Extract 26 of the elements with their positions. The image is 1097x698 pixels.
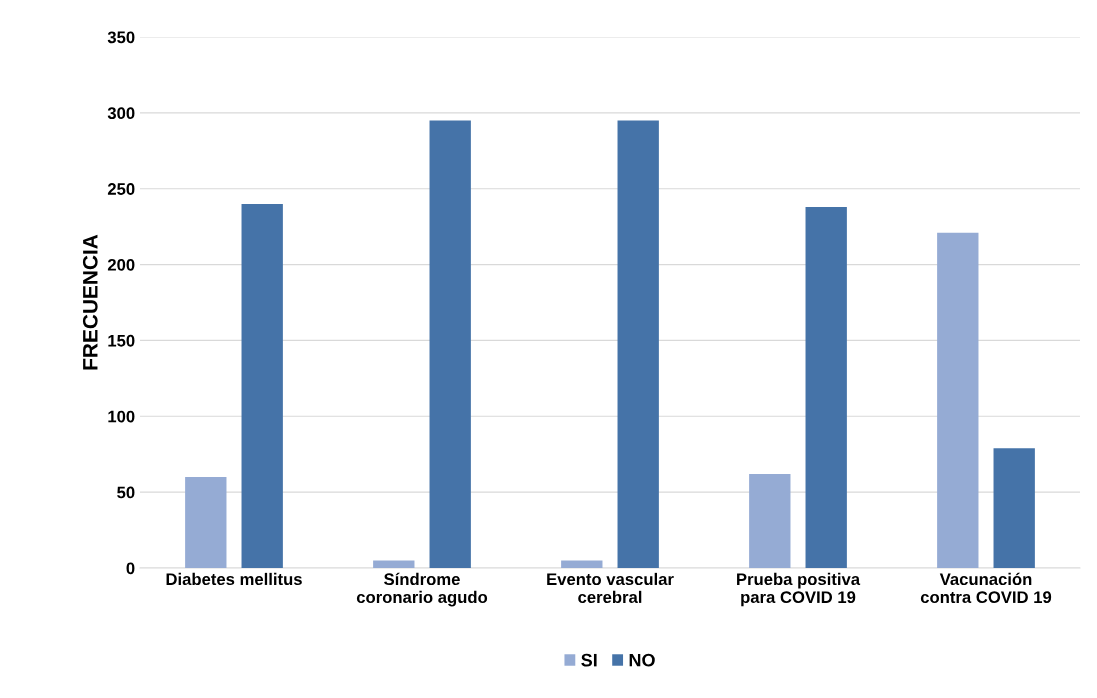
x-tick-label: Evento vascular cerebral bbox=[547, 572, 674, 604]
x-tick-label: Prueba positiva para COVID 19 bbox=[737, 572, 861, 607]
y-tick-label: 300 bbox=[107, 107, 135, 120]
legend-label: NO bbox=[629, 653, 655, 667]
x-tick-label: Diabetes mellitus bbox=[166, 572, 302, 586]
y-tick-label: 200 bbox=[107, 258, 135, 271]
y-tick-label: 0 bbox=[126, 562, 135, 575]
y-tick-label: 250 bbox=[107, 183, 135, 195]
bar bbox=[429, 120, 471, 568]
y-tick-label: 100 bbox=[108, 410, 135, 423]
y-tick-label: 350 bbox=[107, 31, 135, 44]
bar bbox=[749, 473, 791, 568]
legend-label: SI bbox=[581, 653, 597, 667]
bar bbox=[241, 203, 283, 568]
x-tick-label: Vacunación contra COVID 19 bbox=[920, 572, 1052, 604]
bar bbox=[805, 206, 847, 568]
y-tick-label: 50 bbox=[117, 486, 135, 499]
bar bbox=[561, 560, 603, 568]
bar bbox=[185, 476, 227, 568]
bar bbox=[617, 120, 659, 568]
bar bbox=[937, 232, 979, 568]
y-tick-label: 150 bbox=[108, 334, 135, 347]
bar bbox=[993, 448, 1035, 568]
x-tick-label: Síndrome coronario agudo bbox=[356, 572, 488, 607]
bar bbox=[373, 560, 415, 568]
y-axis-title: FRECUENCIA bbox=[82, 234, 98, 370]
